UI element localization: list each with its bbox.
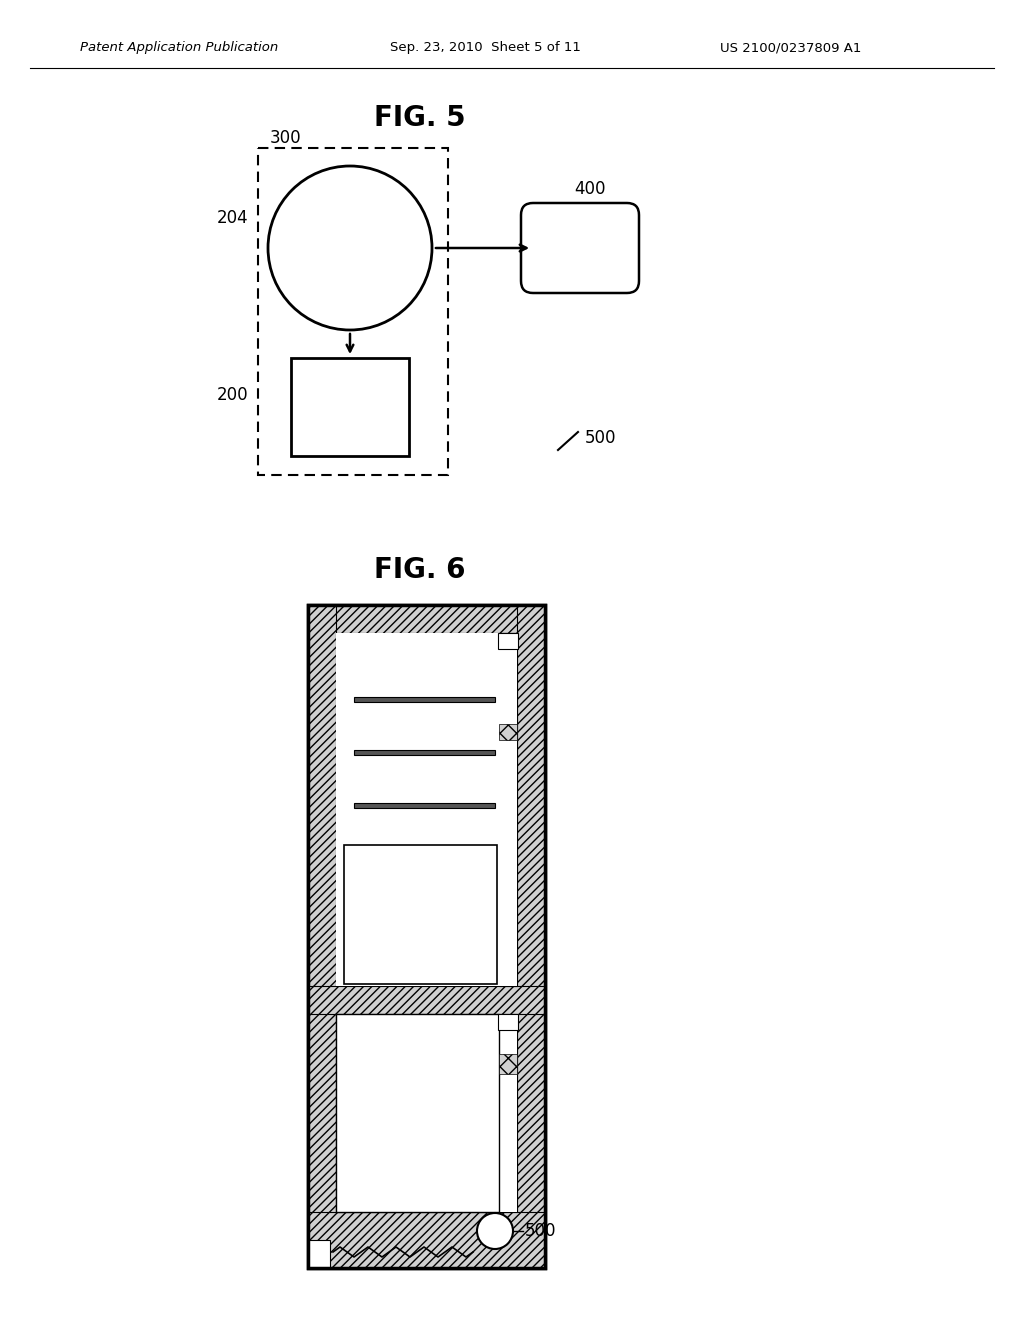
Bar [354, 803, 495, 808]
Bar [354, 750, 495, 755]
Bar [336, 634, 517, 986]
Text: FIG. 6: FIG. 6 [374, 556, 466, 583]
Text: Patent Application Publication: Patent Application Publication [80, 41, 279, 54]
Text: Sep. 23, 2010  Sheet 5 of 11: Sep. 23, 2010 Sheet 5 of 11 [390, 41, 581, 54]
Text: FIG. 5: FIG. 5 [374, 104, 466, 132]
Bar [344, 845, 497, 985]
Circle shape [477, 1213, 513, 1249]
Bar [499, 1053, 517, 1073]
Bar [308, 986, 545, 1014]
Bar [308, 605, 336, 1269]
Bar [308, 605, 545, 1269]
Bar [499, 723, 517, 741]
Text: 300: 300 [270, 129, 302, 147]
Bar [517, 605, 545, 1269]
Bar [354, 697, 495, 702]
Bar [499, 1014, 517, 1212]
Bar [336, 1014, 517, 1212]
Bar [308, 605, 545, 1269]
Bar [291, 358, 409, 455]
Text: 204: 204 [216, 209, 248, 227]
Text: 200: 200 [216, 385, 248, 404]
Bar [308, 1212, 545, 1269]
Bar [336, 1014, 499, 1212]
Text: 400: 400 [574, 180, 606, 198]
Circle shape [268, 166, 432, 330]
Bar [498, 1014, 518, 1030]
Text: US 2100/0237809 A1: US 2100/0237809 A1 [720, 41, 861, 54]
Bar [308, 1239, 330, 1269]
Text: 500: 500 [525, 1222, 556, 1239]
Bar [308, 605, 545, 634]
Bar [258, 148, 449, 475]
Bar [499, 634, 517, 986]
FancyBboxPatch shape [521, 203, 639, 293]
Text: 500: 500 [585, 429, 616, 447]
Bar [498, 634, 518, 649]
